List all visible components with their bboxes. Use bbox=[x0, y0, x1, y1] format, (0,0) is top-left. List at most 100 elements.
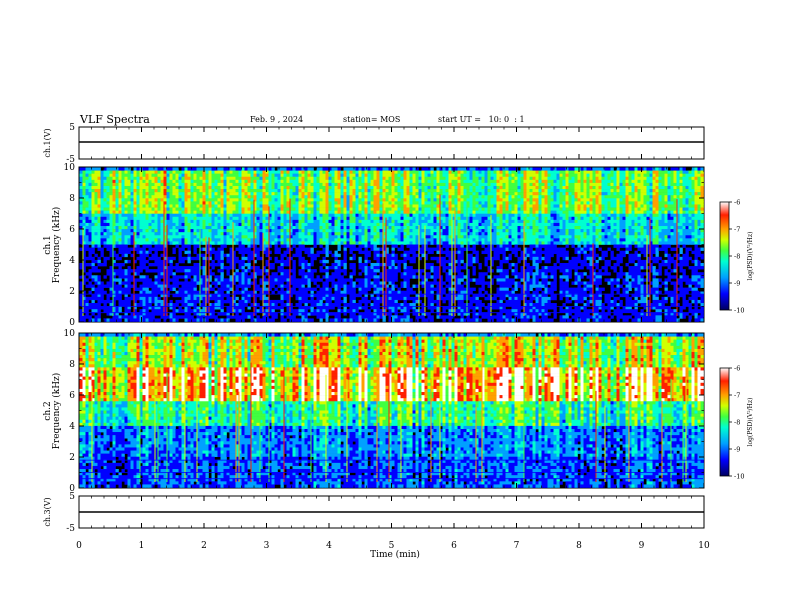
spectrogram-cell bbox=[419, 192, 422, 195]
spectrogram-cell bbox=[287, 309, 290, 312]
spectrogram-cell bbox=[170, 266, 173, 269]
spectrogram-cell bbox=[197, 245, 200, 248]
spectrogram-cell bbox=[257, 211, 260, 214]
spectrogram-cell bbox=[389, 198, 392, 201]
spectrogram-cell bbox=[215, 174, 218, 177]
spectrogram-cell bbox=[80, 192, 83, 195]
spectrogram-cell bbox=[98, 186, 101, 189]
spectrogram-cell bbox=[413, 208, 416, 211]
spectrogram-cell bbox=[146, 180, 149, 183]
spectrogram-cell bbox=[332, 223, 335, 226]
spectrogram-cell bbox=[263, 177, 266, 180]
spectrogram-cell bbox=[266, 229, 269, 232]
spectrogram-cell bbox=[392, 235, 395, 238]
spectrogram-cell bbox=[269, 183, 272, 186]
spectrogram-cell bbox=[368, 266, 371, 269]
spectrogram-cell bbox=[293, 195, 296, 198]
spectrogram-cell bbox=[329, 266, 332, 269]
spectrogram-cell bbox=[371, 174, 374, 177]
spectrogram-cell bbox=[311, 291, 314, 294]
spectrogram-cell bbox=[170, 272, 173, 275]
spectrogram-cell bbox=[329, 275, 332, 278]
spectrogram-cell bbox=[308, 285, 311, 288]
spectrogram-cell bbox=[173, 229, 176, 232]
spectrogram-cell bbox=[404, 235, 407, 238]
spectrogram-cell bbox=[347, 220, 350, 223]
spectrogram-cell bbox=[206, 195, 209, 198]
spectrogram-cell bbox=[185, 183, 188, 186]
spectrogram-cell bbox=[311, 168, 314, 171]
spectrogram-cell bbox=[371, 214, 374, 217]
spectrogram-cell bbox=[371, 217, 374, 220]
spectrogram-cell bbox=[314, 220, 317, 223]
spectrogram-cell bbox=[140, 263, 143, 266]
spectrogram-cell bbox=[359, 318, 362, 321]
spectrogram-cell bbox=[353, 235, 356, 238]
spectrogram-cell bbox=[245, 303, 248, 306]
spectrogram-cell bbox=[284, 186, 287, 189]
spectrogram-cell bbox=[218, 260, 221, 263]
spectrogram-cell bbox=[287, 263, 290, 266]
spectrogram-cell bbox=[203, 204, 206, 207]
spectrogram-cell bbox=[197, 235, 200, 238]
spectrogram-cell bbox=[149, 180, 152, 183]
spectrogram-cell bbox=[152, 281, 155, 284]
spectrogram-cell bbox=[233, 204, 236, 207]
spectrogram-cell bbox=[155, 275, 158, 278]
spectrogram-cell bbox=[203, 300, 206, 303]
spectrogram-cell bbox=[179, 291, 182, 294]
spectrogram-cell bbox=[278, 232, 281, 235]
spectrogram-cell bbox=[176, 223, 179, 226]
spectrogram-cell bbox=[149, 238, 152, 241]
spectrogram-cell bbox=[305, 174, 308, 177]
spectrogram-cell bbox=[155, 189, 158, 192]
spectrogram-cell bbox=[344, 278, 347, 281]
spectrogram-cell bbox=[227, 183, 230, 186]
spectrogram-cell bbox=[122, 168, 125, 171]
spectrogram-cell bbox=[377, 235, 380, 238]
spectrogram-cell bbox=[92, 257, 95, 260]
spectrogram-cell bbox=[371, 180, 374, 183]
spectrogram-cell bbox=[359, 229, 362, 232]
spectrogram-cell bbox=[314, 192, 317, 195]
spectrogram-cell bbox=[224, 254, 227, 257]
spectrogram-cell bbox=[215, 177, 218, 180]
spectrogram-cell bbox=[203, 266, 206, 269]
spectrogram-cell bbox=[215, 232, 218, 235]
spectrogram-cell bbox=[107, 217, 110, 220]
spectrogram-cell bbox=[215, 257, 218, 260]
spectrogram-cell bbox=[314, 303, 317, 306]
spectrogram-sferic bbox=[269, 206, 270, 316]
spectrogram-cell bbox=[287, 192, 290, 195]
spectrogram-cell bbox=[257, 177, 260, 180]
spectrogram-cell bbox=[170, 226, 173, 229]
spectrogram-cell bbox=[173, 226, 176, 229]
spectrogram-cell bbox=[410, 223, 413, 226]
spectrogram-cell bbox=[416, 309, 419, 312]
spectrogram-cell bbox=[92, 318, 95, 321]
spectrogram-cell bbox=[146, 309, 149, 312]
spectrogram-cell bbox=[422, 318, 425, 321]
spectrogram-cell bbox=[176, 226, 179, 229]
spectrogram-cell bbox=[377, 275, 380, 278]
spectrogram-cell bbox=[119, 198, 122, 201]
spectrogram-cell bbox=[227, 300, 230, 303]
spectrogram-cell bbox=[149, 214, 152, 217]
spectrogram-cell bbox=[275, 201, 278, 204]
spectrogram-cell bbox=[287, 291, 290, 294]
spectrogram-cell bbox=[389, 263, 392, 266]
spectrogram-cell bbox=[146, 198, 149, 201]
spectrogram-cell bbox=[263, 220, 266, 223]
spectrogram-cell bbox=[308, 183, 311, 186]
spectrogram-cell bbox=[389, 192, 392, 195]
spectrogram-cell bbox=[104, 204, 107, 207]
spectrogram-cell bbox=[356, 285, 359, 288]
spectrogram-cell bbox=[356, 183, 359, 186]
spectrogram-cell bbox=[374, 168, 377, 171]
spectrogram-cell bbox=[374, 232, 377, 235]
spectrogram-cell bbox=[386, 174, 389, 177]
spectrogram-cell bbox=[182, 309, 185, 312]
spectrogram-cell bbox=[284, 217, 287, 220]
spectrogram-cell bbox=[242, 211, 245, 214]
spectrogram-cell bbox=[221, 220, 224, 223]
